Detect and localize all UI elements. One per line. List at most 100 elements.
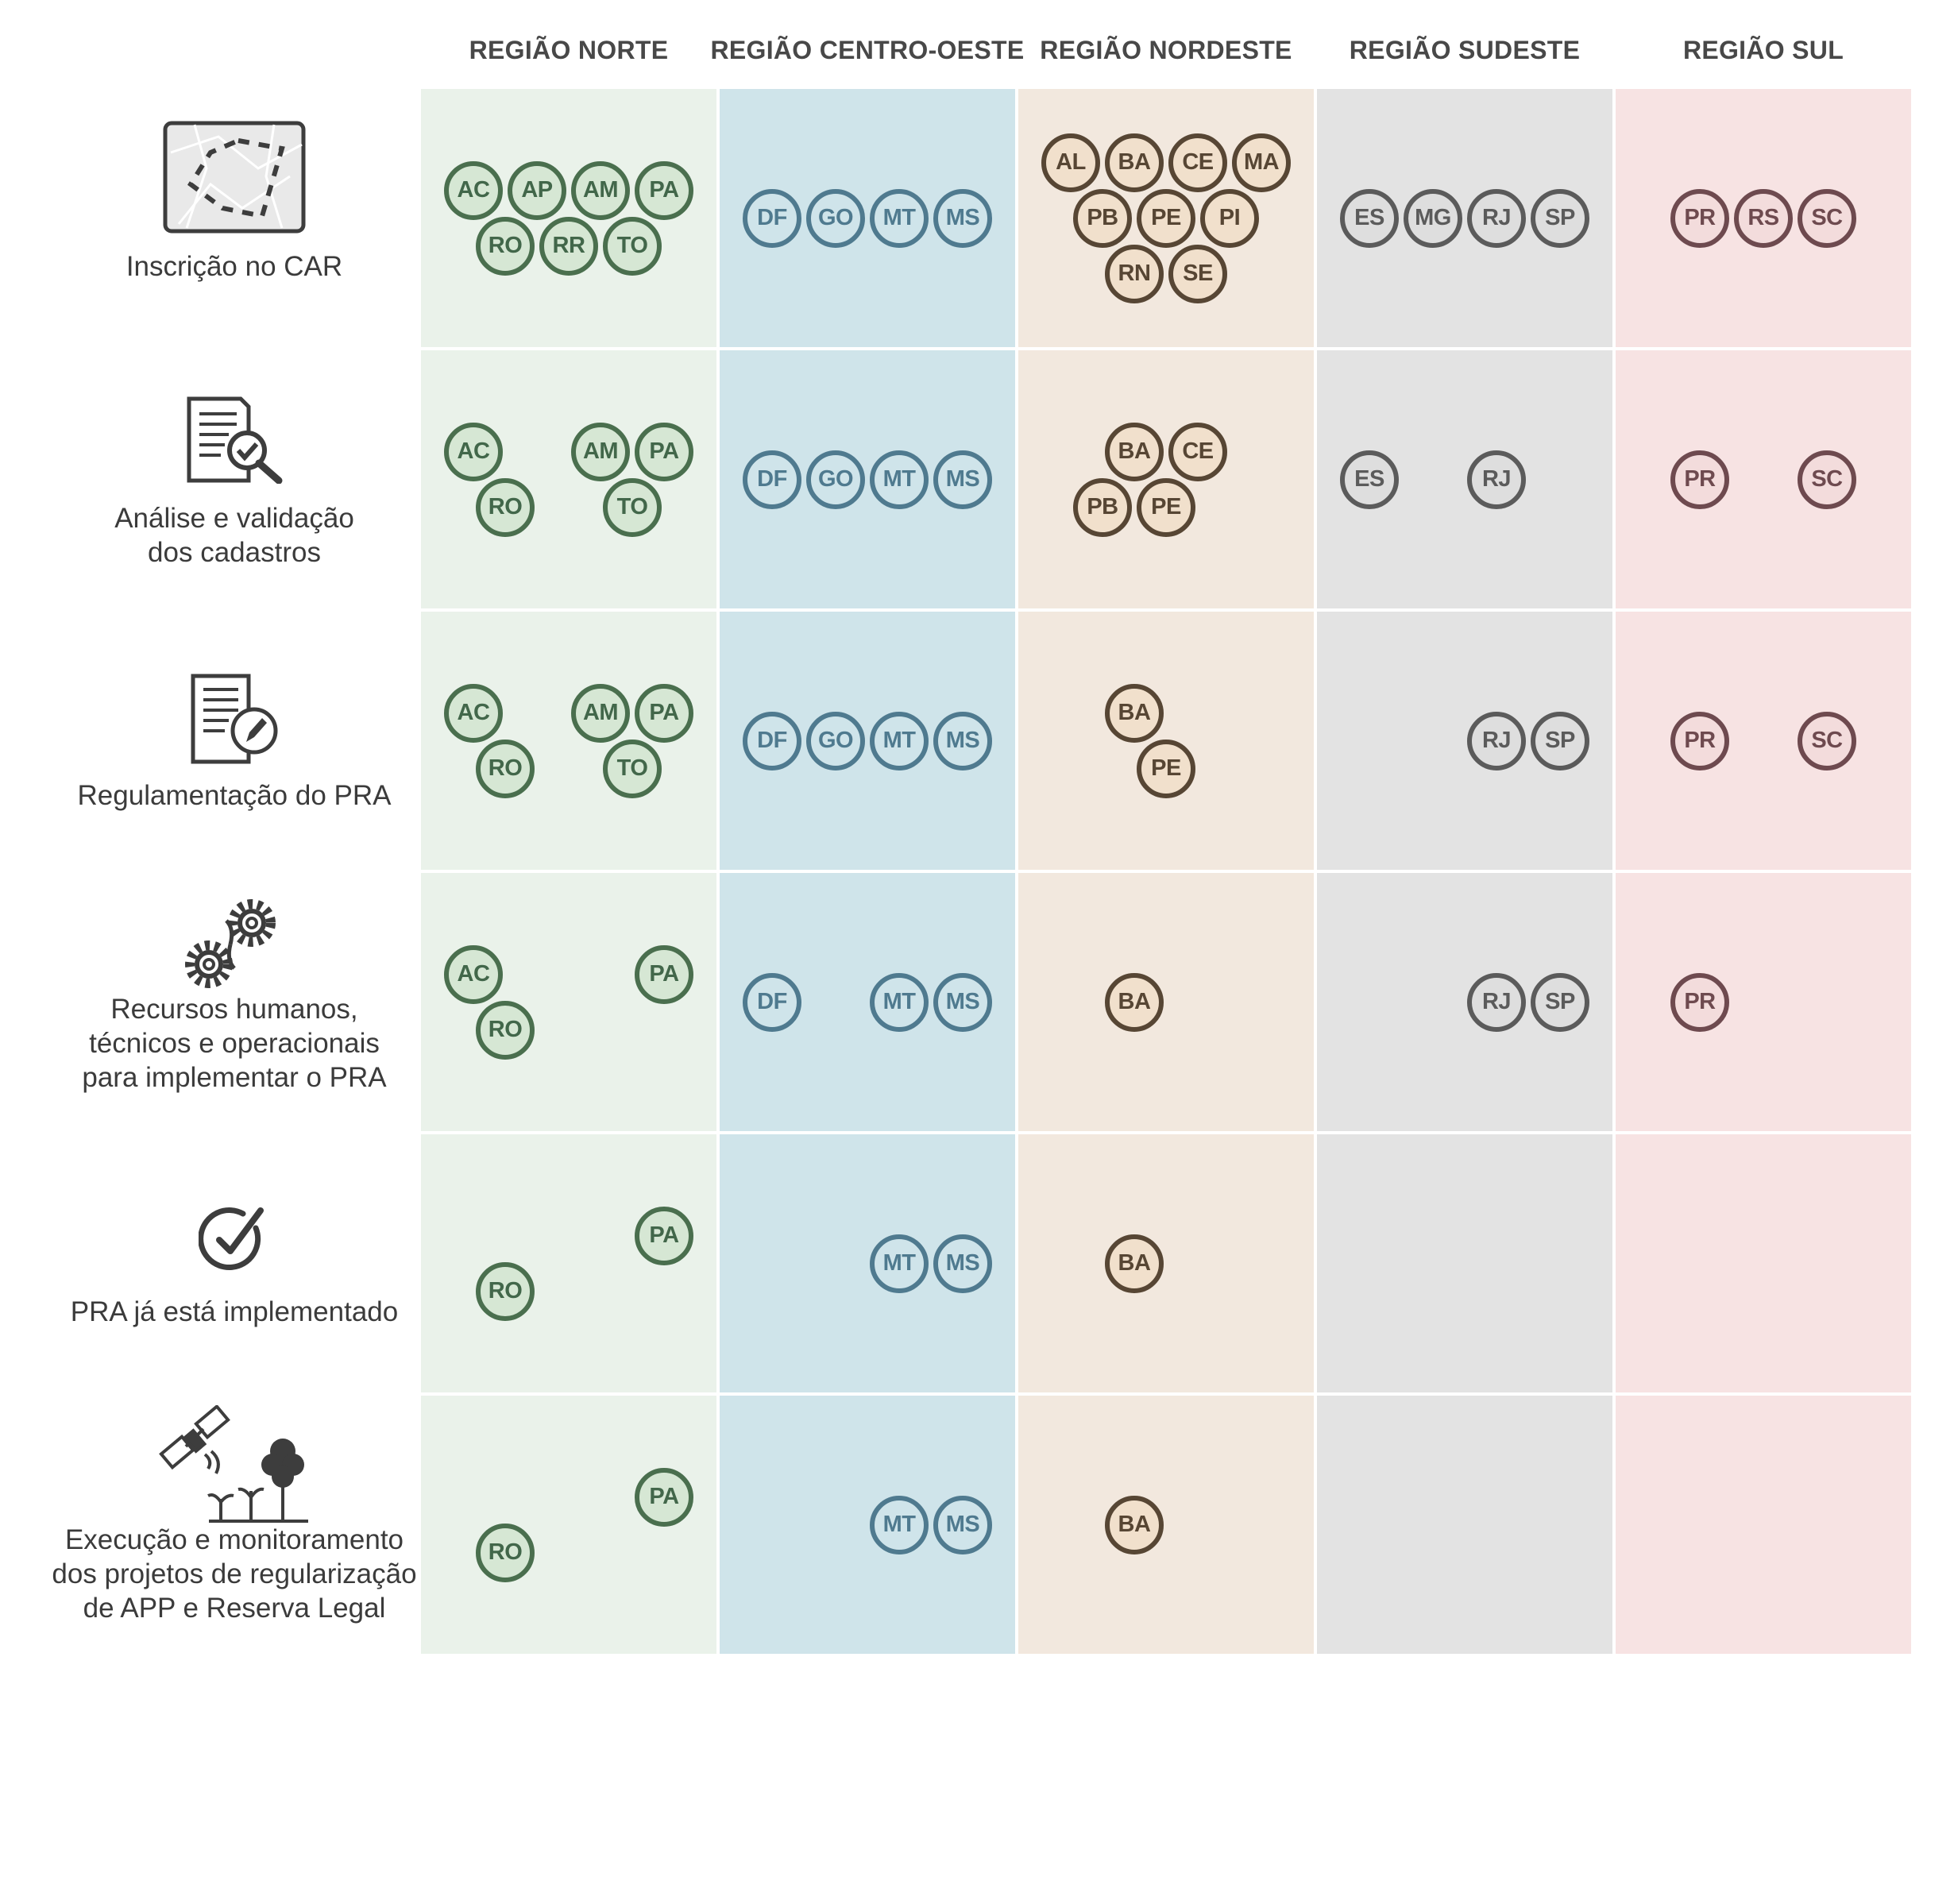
state-badge-al: AL [1041,133,1100,192]
state-badge-am: AM [571,683,630,743]
row-label-4: Recursos humanos, técnicos e operacionai… [82,994,387,1093]
state-badge-ba: BA [1105,683,1164,743]
state-badge-ce: CE [1168,422,1227,481]
cell-nordeste-row-6 [1018,1396,1314,1654]
cell-nordeste-row-5 [1018,1134,1314,1392]
state-badge-pe: PE [1137,477,1195,537]
state-badge-df: DF [743,972,801,1032]
state-badge-pb: PB [1073,188,1132,248]
state-badge-rn: RN [1105,244,1164,303]
state-badge-ro: RO [476,739,535,798]
state-badge-sc: SC [1798,188,1856,248]
state-badge-am: AM [571,422,630,481]
state-badge-pr: PR [1670,450,1729,509]
cell-sul-row-3 [1616,612,1911,870]
state-badge-ba: BA [1105,972,1164,1032]
region-header-centro_oeste: REGIÃO CENTRO-OESTE [710,35,1025,64]
state-badge-ro: RO [476,1000,535,1060]
state-badge-df: DF [743,188,801,248]
cell-sudeste-row-5 [1317,1134,1612,1392]
cell-sul-row-2 [1616,350,1911,608]
state-badge-ro: RO [476,216,535,276]
state-badge-pb: PB [1073,477,1132,537]
cell-sul-row-4 [1616,873,1911,1131]
state-badge-rj: RJ [1467,450,1526,509]
state-badge-pa: PA [635,422,693,481]
state-badge-rj: RJ [1467,711,1526,770]
state-badge-ba: BA [1105,1234,1164,1293]
check-circle-icon [198,1204,270,1280]
state-badge-mt: MT [870,188,929,248]
state-badge-sp: SP [1531,711,1589,770]
state-badge-pa: PA [635,683,693,743]
state-badge-pe: PE [1137,188,1195,248]
row-label-3: Regulamentação do PRA [77,780,392,811]
state-badge-ms: MS [933,1234,992,1293]
state-badge-pa: PA [635,1467,693,1527]
row-label-1: Inscrição no CAR [126,251,343,282]
cell-sudeste-row-6 [1317,1396,1612,1654]
state-badge-ac: AC [444,160,503,220]
state-badge-sp: SP [1531,188,1589,248]
document-check-icon [185,396,284,488]
state-badge-ba: BA [1105,1495,1164,1554]
state-badge-es: ES [1340,450,1399,509]
region-header-norte: REGIÃO NORTE [469,35,669,64]
state-badge-ac: AC [444,422,503,481]
state-badge-ro: RO [476,477,535,537]
gears-icon [183,897,286,996]
state-badge-ro: RO [476,1523,535,1582]
state-badge-to: TO [603,477,662,537]
state-badge-rj: RJ [1467,972,1526,1032]
region-header-nordeste: REGIÃO NORDESTE [1040,35,1292,64]
row-label-5: PRA já está implementado [70,1296,399,1327]
state-badge-rs: RS [1734,188,1793,248]
state-badge-to: TO [603,216,662,276]
state-badge-rj: RJ [1467,188,1526,248]
state-badge-go: GO [806,188,865,248]
state-badge-mt: MT [870,1495,929,1554]
state-badge-ms: MS [933,972,992,1032]
region-header-sul: REGIÃO SUL [1682,35,1844,64]
satellite-plants-icon [157,1404,312,1528]
state-badge-ma: MA [1232,133,1291,192]
state-badge-ms: MS [933,711,992,770]
row-label-2: Análise e validação dos cadastros [114,503,354,568]
state-badge-pa: PA [635,160,693,220]
state-badge-df: DF [743,450,801,509]
state-badge-pa: PA [635,944,693,1004]
state-badge-se: SE [1168,244,1227,303]
state-badge-ce: CE [1168,133,1227,192]
state-badge-pr: PR [1670,972,1729,1032]
state-badge-ba: BA [1105,422,1164,481]
map-icon [163,121,306,238]
state-badge-mt: MT [870,1234,929,1293]
state-badge-ba: BA [1105,133,1164,192]
state-badge-ms: MS [933,188,992,248]
state-badge-df: DF [743,711,801,770]
state-badge-mt: MT [870,450,929,509]
state-badge-sp: SP [1531,972,1589,1032]
state-badge-pr: PR [1670,711,1729,770]
state-badge-mg: MG [1404,188,1462,248]
state-badge-sc: SC [1798,711,1856,770]
state-badge-pe: PE [1137,739,1195,798]
state-badge-ro: RO [476,1261,535,1321]
state-badge-ac: AC [444,683,503,743]
state-badge-pr: PR [1670,188,1729,248]
state-badge-to: TO [603,739,662,798]
state-badge-ac: AC [444,944,503,1004]
state-badge-go: GO [806,450,865,509]
row-label-6: Execução e monitoramento dos projetos de… [52,1524,417,1624]
cell-sul-row-5 [1616,1134,1911,1392]
state-badge-mt: MT [870,711,929,770]
cell-sul-row-6 [1616,1396,1911,1654]
state-badge-es: ES [1340,188,1399,248]
state-badge-ms: MS [933,1495,992,1554]
region-header-sudeste: REGIÃO SUDESTE [1349,35,1581,64]
state-badge-sc: SC [1798,450,1856,509]
state-badge-rr: RR [539,216,598,276]
document-pen-icon [189,674,280,769]
state-badge-pi: PI [1200,188,1259,248]
